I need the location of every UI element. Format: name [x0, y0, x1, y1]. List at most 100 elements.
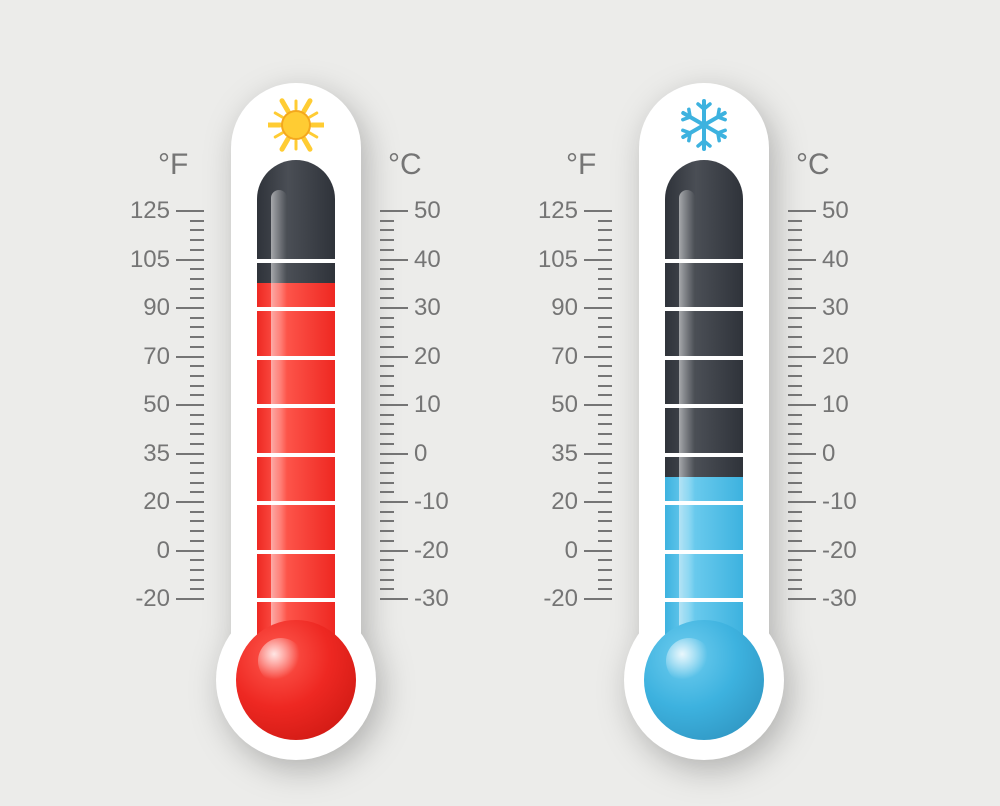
minor-tick: [788, 423, 802, 425]
minor-tick: [598, 520, 612, 522]
minor-tick: [380, 559, 394, 561]
minor-tick: [598, 472, 612, 474]
tick-label: 125: [122, 197, 170, 225]
major-tick: [176, 259, 204, 261]
unit-label-f: °F: [566, 148, 596, 182]
tick-label: -30: [414, 585, 462, 613]
sun-icon: [268, 97, 324, 158]
minor-tick: [380, 394, 394, 396]
minor-tick: [380, 268, 394, 270]
minor-tick: [190, 414, 204, 416]
major-tick: [380, 404, 408, 406]
rung: [665, 550, 743, 554]
minor-tick: [598, 414, 612, 416]
minor-tick: [598, 317, 612, 319]
minor-tick: [190, 588, 204, 590]
minor-tick: [598, 220, 612, 222]
rung: [257, 259, 335, 263]
minor-tick: [380, 317, 394, 319]
rung: [665, 307, 743, 311]
rung: [665, 404, 743, 408]
major-tick: [584, 307, 612, 309]
tick-label: 35: [530, 440, 578, 468]
minor-tick: [380, 482, 394, 484]
minor-tick: [788, 559, 802, 561]
tube: [257, 160, 335, 634]
minor-tick: [788, 229, 802, 231]
tick-label: 10: [414, 391, 462, 419]
minor-tick: [788, 326, 802, 328]
major-tick: [584, 259, 612, 261]
minor-tick: [380, 229, 394, 231]
minor-tick: [598, 385, 612, 387]
tick-label: 0: [414, 440, 462, 468]
major-tick: [788, 404, 816, 406]
minor-tick: [380, 569, 394, 571]
minor-tick: [598, 443, 612, 445]
minor-tick: [598, 288, 612, 290]
major-tick: [380, 307, 408, 309]
minor-tick: [598, 559, 612, 561]
minor-tick: [598, 297, 612, 299]
minor-tick: [788, 365, 802, 367]
minor-tick: [190, 239, 204, 241]
rung: [257, 598, 335, 602]
minor-tick: [190, 288, 204, 290]
minor-tick: [598, 423, 612, 425]
major-tick: [788, 356, 816, 358]
major-tick: [176, 501, 204, 503]
minor-tick: [598, 579, 612, 581]
minor-tick: [788, 239, 802, 241]
minor-tick: [788, 540, 802, 542]
tick-label: 30: [822, 294, 870, 322]
minor-tick: [788, 249, 802, 251]
minor-tick: [788, 588, 802, 590]
bulb-hot: [236, 620, 356, 740]
tick-label: 10: [822, 391, 870, 419]
tube: [665, 160, 743, 634]
tick-label: 20: [122, 488, 170, 516]
minor-tick: [380, 530, 394, 532]
minor-tick: [190, 423, 204, 425]
tick-label: 50: [414, 197, 462, 225]
tick-label: 70: [122, 343, 170, 371]
minor-tick: [190, 249, 204, 251]
minor-tick: [190, 346, 204, 348]
minor-tick: [190, 336, 204, 338]
minor-tick: [788, 520, 802, 522]
thermometer-hot: [231, 83, 361, 643]
minor-tick: [788, 472, 802, 474]
tick-label: 40: [822, 246, 870, 274]
major-tick: [176, 404, 204, 406]
minor-tick: [190, 472, 204, 474]
minor-tick: [190, 394, 204, 396]
tick-label: -20: [414, 537, 462, 565]
minor-tick: [598, 336, 612, 338]
minor-tick: [788, 375, 802, 377]
minor-tick: [380, 433, 394, 435]
major-tick: [176, 356, 204, 358]
minor-tick: [190, 462, 204, 464]
thermometer-cold: [639, 83, 769, 643]
minor-tick: [380, 375, 394, 377]
minor-tick: [190, 268, 204, 270]
rung: [257, 501, 335, 505]
minor-tick: [380, 588, 394, 590]
minor-tick: [190, 365, 204, 367]
minor-tick: [380, 346, 394, 348]
minor-tick: [788, 394, 802, 396]
minor-tick: [788, 482, 802, 484]
minor-tick: [598, 239, 612, 241]
minor-tick: [190, 229, 204, 231]
minor-tick: [598, 482, 612, 484]
minor-tick: [788, 268, 802, 270]
minor-tick: [598, 375, 612, 377]
minor-tick: [788, 288, 802, 290]
tick-label: 20: [530, 488, 578, 516]
major-tick: [788, 259, 816, 261]
bulb-shine: [666, 638, 712, 684]
minor-tick: [788, 530, 802, 532]
minor-tick: [788, 346, 802, 348]
bulb-shine: [258, 638, 304, 684]
minor-tick: [788, 220, 802, 222]
